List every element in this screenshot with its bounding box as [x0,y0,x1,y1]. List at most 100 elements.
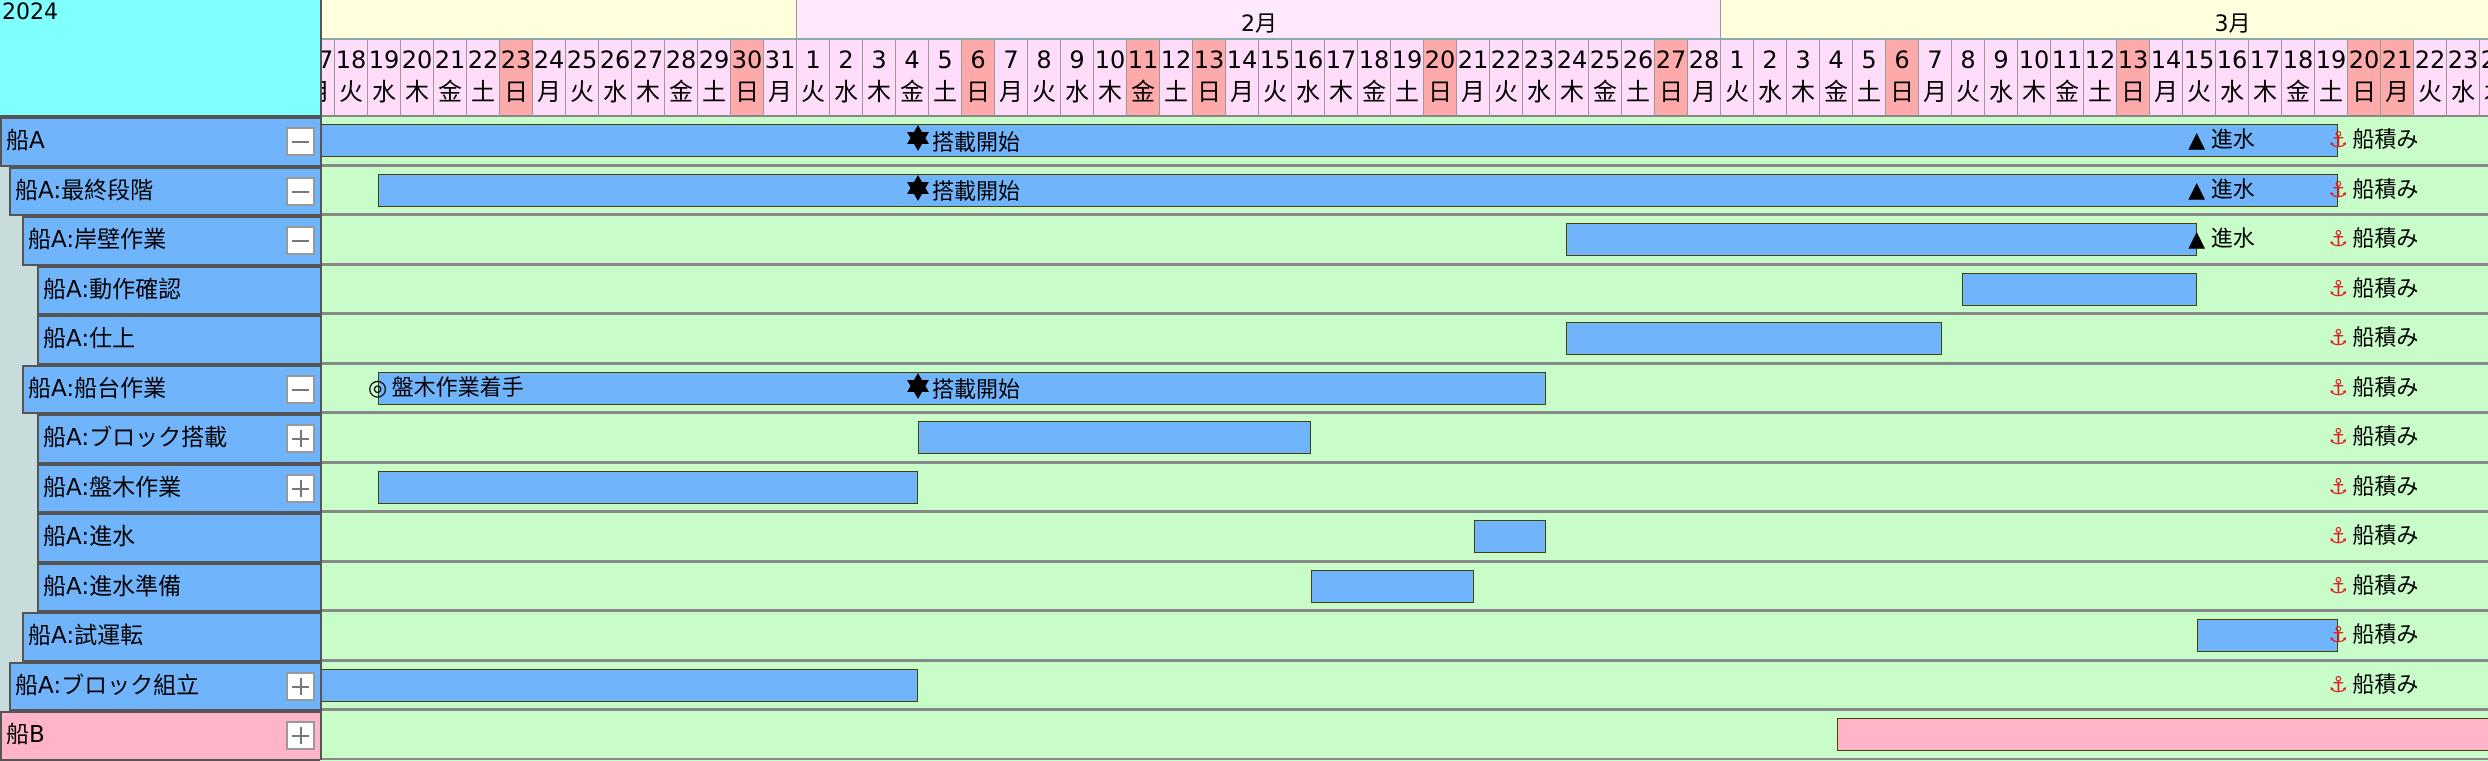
day-number: 27 [633,46,664,74]
task-name: 船A [6,128,45,154]
day-number: 3 [1795,46,1810,74]
task-tree-item[interactable]: 船A [0,117,320,167]
milestone-label: 船積み [2352,372,2418,405]
task-tree-item[interactable]: 船A:進水準備 [37,563,320,613]
task-bar[interactable] [2197,619,2339,652]
milestone-label: 船積み [2352,619,2418,652]
milestone-anchor[interactable]: ⚓船積み [2338,273,2418,306]
milestone-anchor[interactable]: ⚓船積み [2338,520,2418,553]
task-name: 船A:進水 [43,524,135,550]
task-bar[interactable] [1837,718,2488,751]
task-tree-item[interactable]: 船A:進水 [37,513,320,563]
anchor-icon: ⚓ [2324,372,2352,405]
weekday: 木 [401,76,433,108]
day-number: 28 [666,46,697,74]
milestone-anchor[interactable]: ⚓船積み [2338,174,2418,207]
weekday: 日 [1424,76,1456,108]
task-bar[interactable] [378,174,2339,207]
milestone-triangle[interactable]: ▲進水 [2197,223,2255,256]
task-tree-item[interactable]: 船A:ブロック搭載 [37,414,320,464]
task-bar[interactable] [918,421,1311,454]
milestone-hexagram[interactable]: 搭載開始 [918,372,1020,410]
weekday: 水 [1985,76,2017,108]
collapse-toggle-icon[interactable] [286,375,315,404]
task-tree-item[interactable]: 船A:盤木作業 [37,464,320,514]
expand-toggle-icon[interactable] [286,721,315,750]
milestone-label: 船積み [2352,273,2418,306]
weekday: 月 [1226,76,1258,108]
milestone-anchor[interactable]: ⚓船積み [2338,223,2418,256]
task-tree-item[interactable]: 船A:動作確認 [37,266,320,316]
day-number: 25 [567,46,598,74]
task-tree-item[interactable]: 船A:船台作業 [22,365,320,415]
task-bar[interactable] [1962,273,2197,306]
day-number: 9 [1069,46,1084,74]
task-bar[interactable] [320,669,918,702]
milestone-anchor[interactable]: ⚓船積み [2338,471,2418,504]
milestone-triangle[interactable]: ▲進水 [2197,174,2255,207]
milestone-anchor[interactable]: ⚓船積み [2338,372,2418,405]
milestone-hexagram[interactable]: 搭載開始 [918,124,1020,162]
task-bar[interactable] [378,471,918,504]
day-number: 21 [435,46,466,74]
milestone-label: 船積み [2352,669,2418,702]
milestone-anchor[interactable]: ⚓船積み [2338,421,2418,454]
collapse-toggle-icon[interactable] [286,127,315,156]
day-number: 31 [765,46,796,74]
expand-toggle-icon[interactable] [286,474,315,503]
task-tree-item[interactable]: 船A:岸壁作業 [22,216,320,266]
task-bar[interactable] [1566,322,1943,355]
day-number: 23 [1524,46,1555,74]
day-number: 21 [2382,46,2413,74]
task-bar[interactable] [1566,223,2197,256]
day-number: 10 [2019,46,2050,74]
task-tree-item[interactable]: 船A:ブロック組立 [9,662,320,712]
task-tree-item[interactable]: 船A:仕上 [37,315,320,365]
expand-toggle-icon[interactable] [286,424,315,453]
weekday: 火 [1952,76,1984,108]
task-tree-item[interactable]: 船A:試運転 [22,612,320,662]
task-tree-item[interactable]: 船A:最終段階 [9,167,320,217]
day-number: 8 [1960,46,1975,74]
milestone-anchor[interactable]: ⚓船積み [2338,570,2418,603]
expand-toggle-icon[interactable] [286,672,315,701]
task-bar[interactable] [1311,570,1473,603]
gantt-row [322,513,2488,563]
milestone-hexagram[interactable]: 搭載開始 [918,174,1020,212]
task-bar[interactable] [1474,520,1547,553]
collapse-toggle-icon[interactable] [286,226,315,255]
weekday: 月 [1919,76,1951,108]
milestone-double-circle[interactable]: ◎盤木作業着手 [378,372,524,405]
milestone-triangle[interactable]: ▲進水 [2197,124,2255,157]
weekday: 月 [320,76,334,108]
gantt-row [322,315,2488,365]
weekday: 木 [632,76,664,108]
milestone-anchor[interactable]: ⚓船積み [2338,322,2418,355]
collapse-toggle-icon[interactable] [286,177,315,206]
milestone-anchor[interactable]: ⚓船積み [2338,124,2418,157]
task-tree-item[interactable]: 船B [0,711,320,761]
task-bar[interactable] [320,124,2338,157]
milestone-anchor[interactable]: ⚓船積み [2338,669,2418,702]
milestone-anchor[interactable]: ⚓船積み [2338,619,2418,652]
day-number: 24 [2481,46,2488,74]
weekday: 土 [698,76,730,108]
milestone-label: 船積み [2352,570,2418,603]
day-number: 30 [732,46,763,74]
